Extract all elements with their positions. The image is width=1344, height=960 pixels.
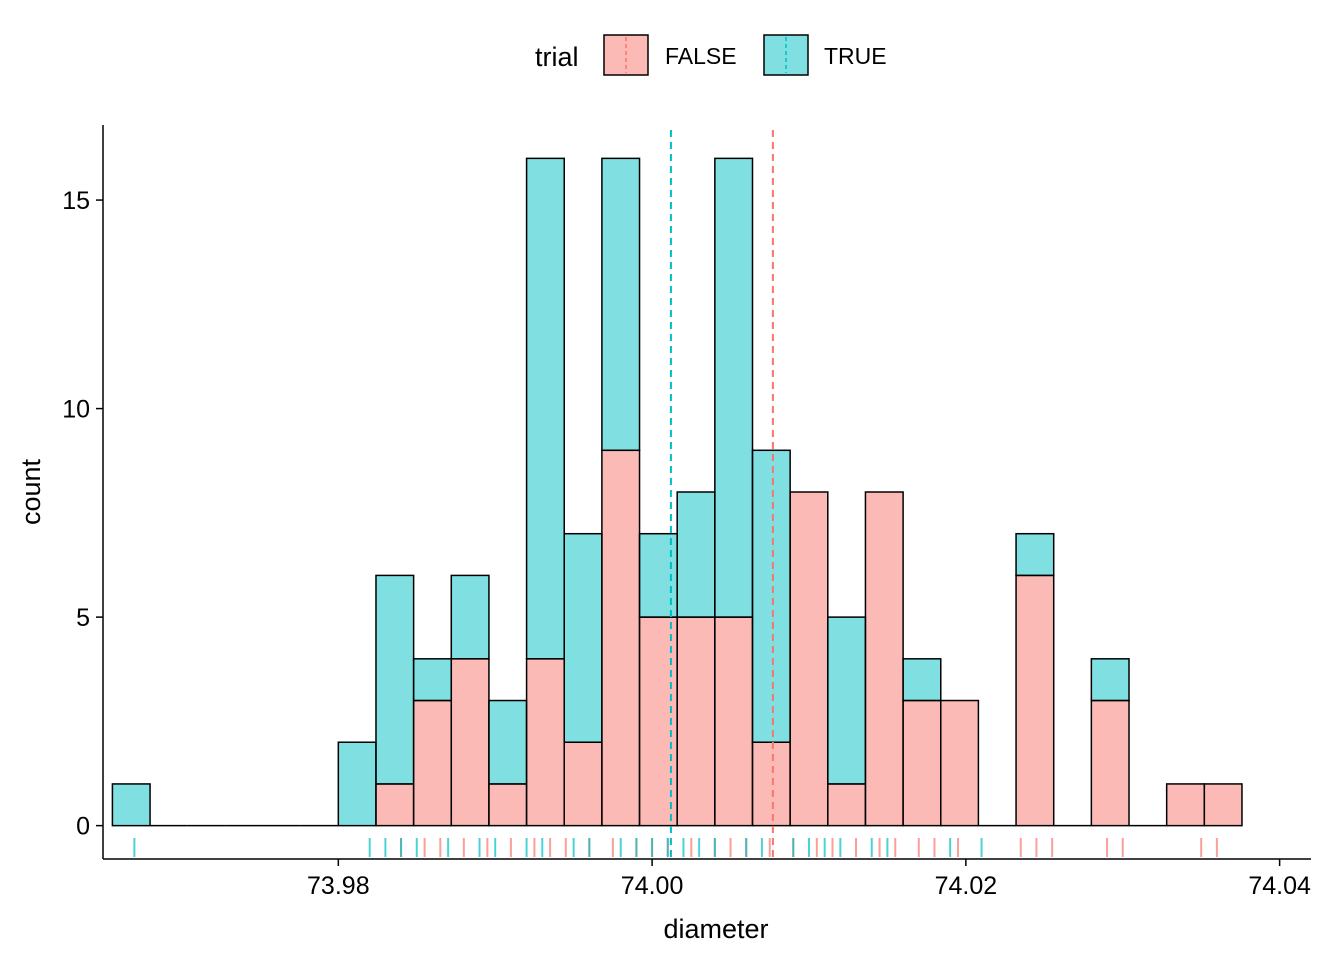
histogram-bar-true	[412, 658, 453, 702]
histogram-bar-false	[827, 783, 867, 827]
histogram-bar-true	[488, 699, 528, 785]
histogram-bar-false	[525, 658, 565, 827]
histogram-bar-true	[450, 574, 490, 660]
histogram-bar-false	[714, 616, 754, 827]
histogram-bar-true	[563, 532, 603, 743]
histogram-bar-false	[601, 449, 641, 827]
histogram-bar-false	[864, 491, 904, 827]
histogram-bar-true	[714, 157, 754, 618]
x-axis-ticks: 73.98 74.00 74.02 74.04	[307, 859, 1311, 900]
histogram-bar-false	[676, 616, 716, 827]
plot-area	[111, 130, 1243, 859]
y-axis-ticks: 0 5 10 15	[62, 187, 103, 841]
histogram-bar-false	[1015, 574, 1055, 827]
histogram-bar-false	[488, 783, 528, 827]
histogram-bar-false	[375, 783, 415, 827]
histogram-bar-true	[676, 491, 716, 618]
x-tick-label: 74.04	[1248, 872, 1311, 900]
histogram-bar-true	[827, 616, 867, 785]
histogram-bar-true	[601, 157, 641, 452]
legend-title: trial	[535, 42, 579, 72]
histogram-bar-true	[902, 658, 942, 702]
y-tick-label: 5	[76, 604, 90, 632]
histogram-bar-true	[1090, 658, 1130, 702]
histogram-bar-true	[111, 783, 151, 827]
histogram-bar-false	[412, 699, 453, 827]
histogram-bar-false	[563, 741, 603, 827]
y-tick-label: 15	[62, 187, 90, 215]
histogram-bar-true	[751, 449, 791, 743]
histogram-bar-false	[1165, 783, 1206, 827]
x-tick-label: 74.00	[621, 872, 684, 900]
x-tick-label: 73.98	[307, 872, 370, 900]
histogram-bar-false	[751, 741, 791, 827]
histogram-bar-false	[940, 699, 980, 827]
histogram-bar-true	[337, 741, 377, 827]
histogram-bar-true	[525, 157, 565, 660]
histogram-bar-false	[450, 658, 490, 827]
histogram-bar-false	[1203, 783, 1243, 827]
legend-item-false: FALSE	[603, 34, 737, 76]
y-tick-label: 0	[76, 813, 90, 841]
histogram-bar-true	[375, 574, 415, 785]
histogram-bar-false	[789, 491, 829, 827]
histogram-bar-false	[1090, 699, 1130, 827]
legend-label-false: FALSE	[665, 43, 737, 69]
histogram-bar-false	[902, 699, 942, 827]
x-tick-label: 74.02	[935, 872, 998, 900]
y-tick-label: 10	[62, 396, 90, 424]
x-axis-title: diameter	[663, 914, 768, 944]
legend-item-true: TRUE	[763, 34, 887, 76]
legend-label-true: TRUE	[824, 43, 887, 69]
legend: trial FALSE TRUE	[535, 34, 887, 76]
histogram-bar-true	[1015, 532, 1055, 577]
y-axis-title: count	[16, 458, 46, 525]
